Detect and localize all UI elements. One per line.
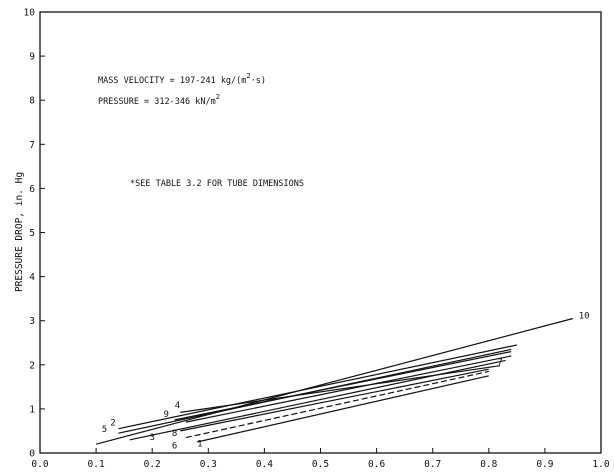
- x-tick-label: 0.7: [424, 459, 441, 470]
- series-line-6: [185, 370, 489, 439]
- x-tick-label: 0.5: [312, 459, 329, 470]
- series-curves: [95, 317, 574, 445]
- series-line-1: [196, 375, 489, 443]
- pressure-prefix: PRESSURE = 312-346 kN/m: [98, 97, 216, 107]
- x-tick-label: 0.1: [88, 459, 105, 470]
- x-tick-label: 0.3: [200, 459, 217, 470]
- y-tick-label: 10: [24, 8, 36, 19]
- series-label-6: 6: [172, 442, 177, 452]
- mass-velocity-superscript: 2: [246, 72, 250, 80]
- series-line-3: [129, 359, 506, 441]
- series-label-5: 5: [102, 425, 107, 435]
- mass-velocity-annotation: MASS VELOCITY = 197-241 kg/(m2·s): [98, 72, 266, 86]
- y-tick-label: 1: [29, 404, 35, 415]
- y-tick-label: 4: [29, 272, 35, 283]
- x-tick-label: 0.8: [480, 459, 497, 470]
- y-tick-label: 5: [29, 228, 35, 239]
- series-label-7: 7: [497, 358, 502, 368]
- y-axis-label: PRESSURE DROP, in. Hg: [14, 172, 25, 292]
- pressure-annotation: PRESSURE = 312-346 kN/m2: [98, 93, 220, 107]
- x-tick-label: 0.4: [256, 459, 273, 470]
- tube-dimensions-note: *SEE TABLE 3.2 FOR TUBE DIMENSIONS: [130, 179, 304, 189]
- series-label-2: 2: [110, 419, 115, 429]
- pressure-superscript: 2: [216, 93, 220, 101]
- series-label-3: 3: [149, 433, 154, 443]
- y-tick-label: 6: [29, 184, 35, 195]
- series-label-9: 9: [164, 410, 169, 420]
- series-label-8: 8: [172, 429, 177, 439]
- mass-velocity-prefix: MASS VELOCITY = 197-241 kg/(m: [98, 76, 246, 86]
- y-tick-label: 0: [29, 449, 35, 460]
- x-tick-label: 0.0: [31, 459, 48, 470]
- axis-ticks: 0.0 0.1 0.2 0.3 0.4 0.5 0.6 0.7 0.8 0.9 1.0 0 1 2 3 4 5 6…: [24, 8, 610, 471]
- y-tick-label: 3: [29, 316, 35, 327]
- series-line-10: [95, 317, 574, 445]
- y-tick-label: 8: [29, 96, 35, 107]
- x-tick-label: 1.0: [592, 459, 609, 470]
- x-tick-label: 0.6: [368, 459, 385, 470]
- series-line-4: [180, 365, 501, 413]
- series-line-2: [118, 344, 517, 430]
- series-line-8: [180, 368, 489, 432]
- series-line-7: [185, 355, 512, 423]
- y-tick-label: 2: [29, 360, 35, 371]
- x-tick-label: 0.9: [536, 459, 553, 470]
- x-tick-label: 0.2: [144, 459, 161, 470]
- series-label-1: 1: [197, 439, 202, 449]
- series-label-4: 4: [175, 401, 180, 411]
- y-tick-label: 7: [29, 140, 35, 151]
- series-line-9: [174, 351, 512, 421]
- series-label-10: 10: [579, 311, 590, 321]
- y-tick-label: 9: [29, 52, 35, 63]
- mass-velocity-suffix: ·s): [251, 76, 266, 86]
